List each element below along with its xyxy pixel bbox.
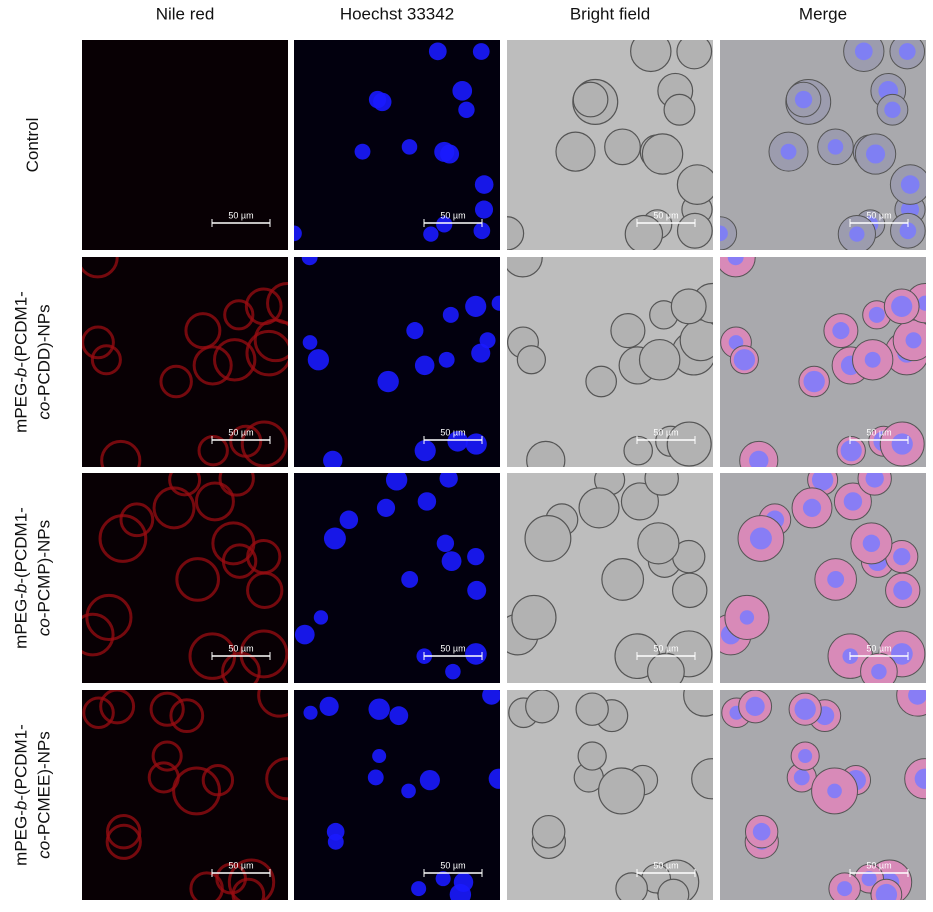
column-header: Merge xyxy=(799,4,847,23)
micrograph: 50 µm xyxy=(507,257,713,467)
column-header: Nile red xyxy=(156,4,215,23)
scale-bar-label: 50 µm xyxy=(440,210,465,220)
row-label: mPEG-b-(PCDM1- xyxy=(12,724,31,866)
row-label: co-PCMEE)-NPs xyxy=(35,731,54,859)
row-label-part: -PCMP)-NPs xyxy=(35,520,54,618)
micrograph: 50 µm xyxy=(720,690,926,900)
micrograph: 50 µm xyxy=(720,40,926,250)
row-label-part: mPEG- xyxy=(12,377,31,433)
row-label: Control xyxy=(23,118,42,173)
scale-bar-label: 50 µm xyxy=(653,210,678,220)
scale-bar-label: 50 µm xyxy=(653,643,678,653)
row-label-part: b xyxy=(12,801,31,810)
row-label-part: b xyxy=(12,584,31,593)
scale-bar-label: 50 µm xyxy=(866,643,891,653)
row-label-part: mPEG- xyxy=(12,593,31,649)
row-label-part: -PCMEE)-NPs xyxy=(35,731,54,841)
row-label-part: co xyxy=(35,402,54,420)
column-header: Hoechst 33342 xyxy=(340,4,454,23)
micrograph: 50 µm xyxy=(720,473,926,683)
row-label: co-PCDD)-NPs xyxy=(35,304,54,419)
scale-bar-label: 50 µm xyxy=(653,860,678,870)
scale-bar-label: 50 µm xyxy=(228,210,253,220)
micrograph: 50 µm xyxy=(294,473,500,683)
micrograph: 50 µm xyxy=(507,473,713,683)
row-label-part: -(PCDM1- xyxy=(12,507,31,584)
row-label-part: co xyxy=(35,841,54,859)
row-label-part: co xyxy=(35,618,54,636)
micrograph: 50 µm xyxy=(82,40,288,250)
scale-bar-label: 50 µm xyxy=(866,860,891,870)
micrograph: 50 µm xyxy=(294,40,500,250)
scale-bar-label: 50 µm xyxy=(228,643,253,653)
micrograph: 50 µm xyxy=(294,257,500,467)
column-header: Bright field xyxy=(570,4,650,23)
row-label: mPEG-b-(PCDM1- xyxy=(12,507,31,649)
row-label-part: mPEG- xyxy=(12,810,31,866)
micrograph: 50 µm xyxy=(720,257,926,467)
row-label-part: b xyxy=(12,368,31,377)
row-label: co-PCMP)-NPs xyxy=(35,520,54,636)
row-label-part: -(PCDM1- xyxy=(12,291,31,368)
scale-bar-label: 50 µm xyxy=(866,210,891,220)
scale-bar-label: 50 µm xyxy=(228,427,253,437)
micrograph: 50 µm xyxy=(82,473,288,683)
scale-bar-label: 50 µm xyxy=(440,427,465,437)
row-label-part: -(PCDM1- xyxy=(12,724,31,801)
scale-bar-label: 50 µm xyxy=(653,427,678,437)
row-label-part: -PCDD)-NPs xyxy=(35,304,54,401)
scale-bar-label: 50 µm xyxy=(440,643,465,653)
micrograph: 50 µm xyxy=(82,257,288,467)
scale-bar-label: 50 µm xyxy=(440,860,465,870)
micrograph: 50 µm xyxy=(507,690,713,900)
row-label: mPEG-b-(PCDM1- xyxy=(12,291,31,433)
micrograph: 50 µm xyxy=(82,690,288,900)
row-label-part: Control xyxy=(23,118,42,173)
scale-bar-label: 50 µm xyxy=(228,860,253,870)
scale-bar-label: 50 µm xyxy=(866,427,891,437)
micrograph: 50 µm xyxy=(507,40,713,250)
micrograph: 50 µm xyxy=(294,690,500,900)
